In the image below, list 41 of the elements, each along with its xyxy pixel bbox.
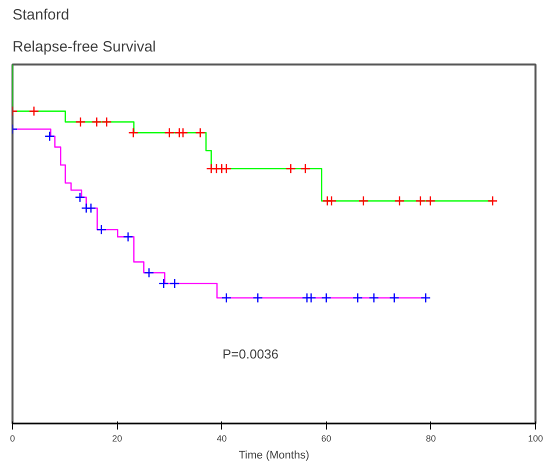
x-tick-label: 80	[426, 434, 436, 444]
x-tick-label: 100	[528, 434, 544, 444]
point	[425, 196, 436, 206]
point	[300, 163, 311, 174]
point	[28, 106, 40, 116]
point	[389, 292, 400, 303]
point	[74, 192, 86, 202]
annotation: P=0.0036	[222, 346, 279, 362]
point	[44, 131, 55, 142]
point	[169, 278, 180, 289]
point	[221, 163, 232, 174]
point	[394, 196, 405, 206]
point	[122, 232, 134, 242]
point	[368, 292, 380, 303]
x-tick-label: 0	[10, 434, 16, 444]
x-tick-label: 20	[112, 434, 122, 444]
point	[144, 268, 154, 278]
chart-subtitle: Relapse-free Survival	[12, 38, 156, 56]
point	[101, 116, 112, 128]
point	[321, 292, 332, 303]
point	[358, 196, 369, 206]
x-tick-label: 40	[216, 434, 227, 444]
chart-title: Stanford	[12, 6, 70, 24]
point	[178, 128, 188, 138]
point	[415, 196, 426, 206]
point	[195, 128, 206, 138]
x-axis-title: Time (Months)	[238, 450, 310, 462]
point	[420, 292, 431, 303]
point	[86, 202, 96, 214]
point	[487, 196, 498, 206]
point	[75, 116, 86, 128]
point	[96, 224, 107, 235]
x-tick-label: 60	[321, 434, 332, 444]
point	[252, 292, 263, 303]
point	[158, 278, 169, 289]
point	[221, 292, 232, 303]
point	[286, 163, 296, 174]
point	[128, 128, 138, 138]
point	[164, 128, 175, 138]
point	[352, 292, 363, 303]
point	[92, 116, 102, 128]
